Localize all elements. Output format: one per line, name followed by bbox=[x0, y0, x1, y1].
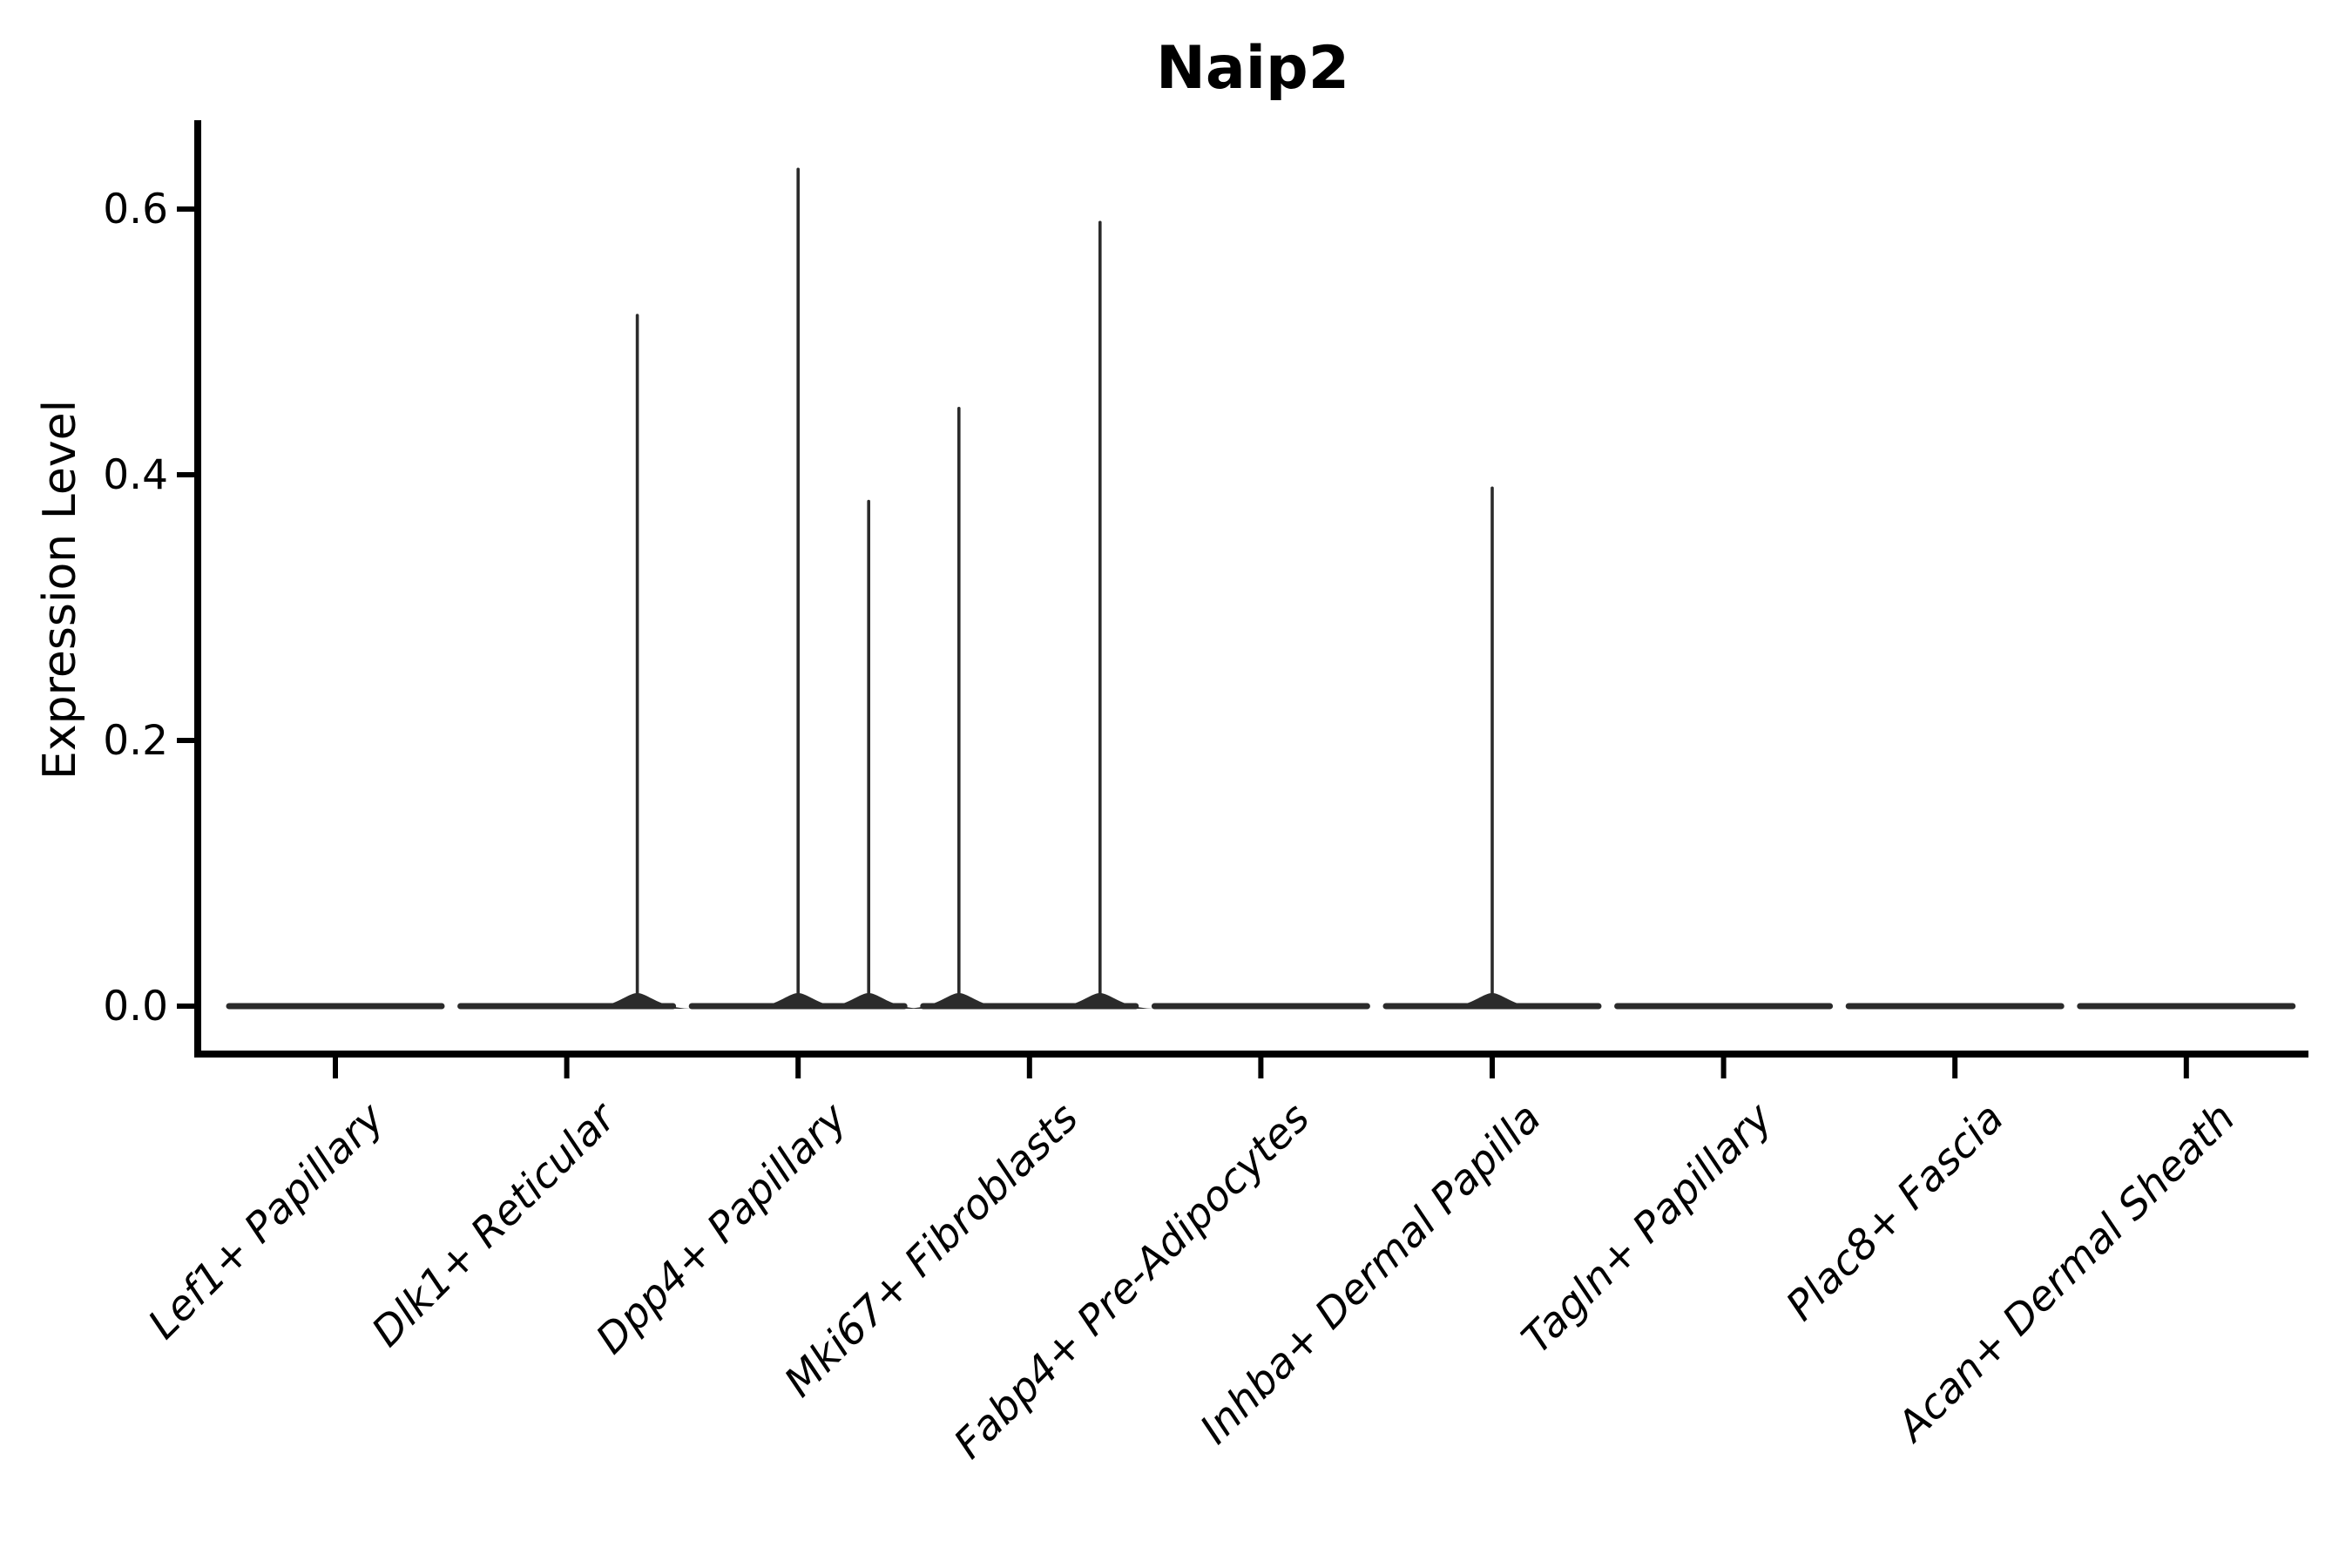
y-axis-label: Expression Level bbox=[34, 400, 86, 780]
violin-spike-flare bbox=[813, 993, 925, 1009]
violin-shape bbox=[902, 220, 1156, 1010]
violin-spike-flare bbox=[1044, 993, 1156, 1009]
violin-shape bbox=[1382, 486, 1602, 1010]
x-tick-label: Dpp4+ Papillary bbox=[587, 1093, 857, 1363]
x-tick-label: Lef1+ Papillary bbox=[139, 1093, 395, 1348]
x-tick-label: Plac8+ Fascia bbox=[1777, 1094, 2013, 1330]
violin-shape bbox=[457, 314, 693, 1010]
axes-layer bbox=[177, 120, 2308, 1078]
x-tick-label: Dlk1+ Reticular bbox=[362, 1092, 626, 1356]
plot-title: Naip2 bbox=[1156, 34, 1349, 103]
y-tick-label: 0.0 bbox=[103, 983, 168, 1031]
y-tick-label: 0.6 bbox=[103, 186, 168, 233]
x-tick-label: Tagln+ Papillary bbox=[1513, 1093, 1783, 1363]
violin-spike-flare bbox=[902, 993, 1015, 1009]
y-tick-label: 0.2 bbox=[103, 717, 168, 765]
violin-layer bbox=[226, 167, 2296, 1010]
violin-spike-flare bbox=[1436, 993, 1548, 1009]
y-tick-label: 0.4 bbox=[103, 451, 168, 499]
violin-spike-flare bbox=[581, 993, 693, 1009]
violin-spike-flare bbox=[742, 993, 855, 1009]
violin-shape bbox=[688, 167, 925, 1010]
